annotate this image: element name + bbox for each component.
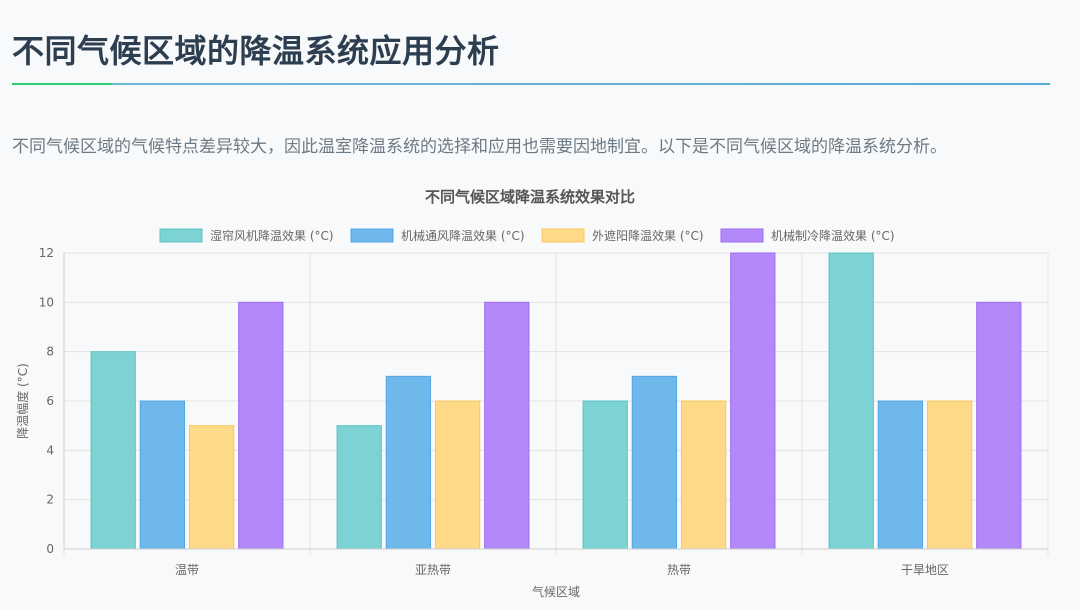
bar [484,301,530,550]
legend-label: 机械通风降温效果 (°C) [401,228,525,243]
x-tick-label: 热带 [667,563,691,577]
bar [336,425,382,550]
y-axis-label: 降温幅度 (°C) [15,363,30,439]
bar [385,375,432,550]
chart-bars [90,252,1022,550]
page-title: 不同气候区域的降温系统应用分析 [12,32,500,70]
bar [582,400,628,550]
bar [188,425,235,550]
bar [238,301,284,550]
legend-label: 机械制冷降温效果 (°C) [771,228,895,243]
legend-label: 湿帘风机降温效果 (°C) [210,228,334,243]
legend-label: 外遮阳降温效果 (°C) [592,228,704,243]
y-tick-label: 0 [46,542,54,556]
legend-swatch [541,228,585,243]
cooling-effect-bar-chart: 不同气候区域降温系统效果对比 湿帘风机降温效果 (°C) 机械通风降温效果 (°C… [15,188,1049,599]
bar [680,400,727,550]
bar [631,375,678,550]
y-tick-label: 6 [46,394,54,408]
chart-legend: 湿帘风机降温效果 (°C) 机械通风降温效果 (°C) 外遮阳降温效果 (°C) 机械… [159,228,895,243]
y-tick-label: 12 [39,246,54,260]
legend-swatch [350,228,394,243]
x-axis-label: 气候区域 [532,584,580,599]
bar [730,252,776,550]
y-tick-label: 4 [46,443,54,457]
bar [877,400,924,550]
legend-swatch [720,228,764,243]
x-tick-label: 亚热带 [415,563,451,577]
bar [926,400,973,550]
y-tick-label: 8 [46,345,54,359]
bar [139,400,186,550]
y-tick-label: 10 [39,295,54,309]
x-tick-label: 干旱地区 [901,563,949,577]
bar [434,400,481,550]
y-tick-label: 2 [46,493,54,507]
intro-paragraph: 不同气候区域的气候特点差异较大，因此温室降温系统的选择和应用也需要因地制宜。以下… [12,137,947,157]
bar [90,351,136,550]
bar [976,301,1022,550]
title-underline [12,83,1050,85]
chart-axes: 0 2 4 6 8 10 12 温带 亚热带 热带 干旱地区 [39,246,1048,577]
chart-title: 不同气候区域降温系统效果对比 [425,188,635,206]
legend-swatch [159,228,203,243]
bar [828,252,874,550]
x-tick-label: 温带 [175,563,199,577]
